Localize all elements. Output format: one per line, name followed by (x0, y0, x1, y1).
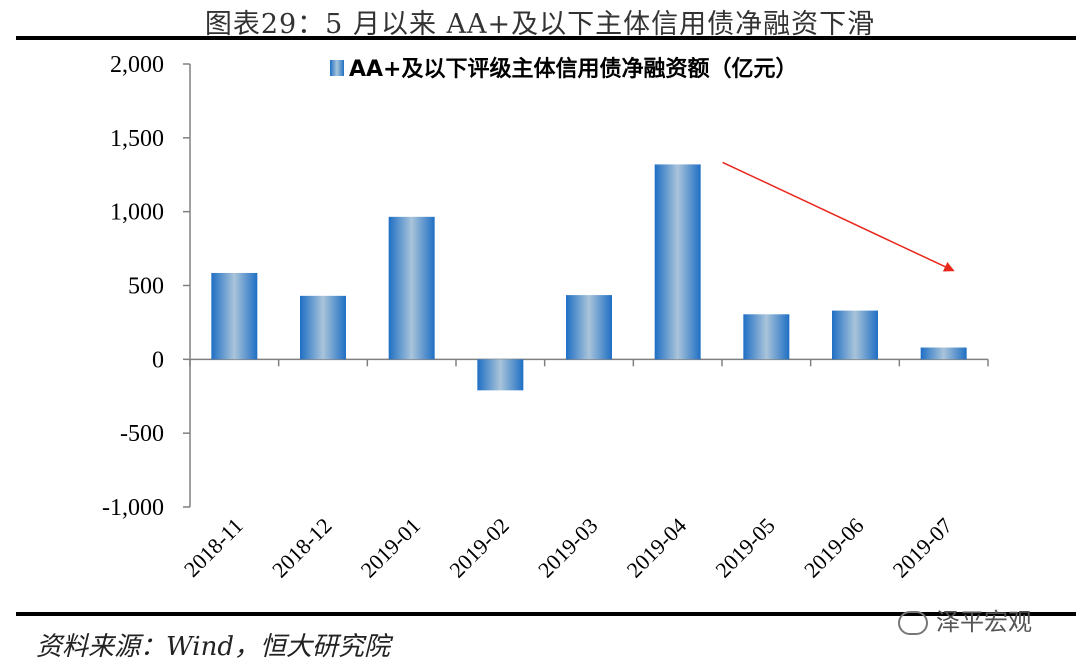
x-tick-label: 2019-02 (444, 513, 514, 583)
x-tick-label: 2019-01 (356, 513, 426, 583)
y-tick-label: 2,000 (110, 52, 164, 78)
bar-chart: -1,000 -500 0 500 1,000 1,500 2,000 2018-11 201… (102, 52, 989, 583)
y-tick-label: 1,000 (110, 200, 164, 226)
x-tick-label: 2019-07 (888, 513, 958, 583)
y-tick-label: 1,500 (110, 126, 164, 152)
y-tick-label: 0 (152, 347, 164, 373)
bar-2019-05 (743, 314, 790, 360)
bar-2019-03 (566, 295, 612, 360)
source-note: 资料来源：Wind，恒大研究院 (36, 632, 390, 662)
x-tick-label: 2019-06 (799, 513, 869, 583)
bar-2019-07 (920, 347, 967, 360)
x-tick-label: 2018-11 (179, 513, 248, 582)
bottom-rule (16, 612, 1076, 616)
figure-title: 图表29：5 月以来 AA+及以下主体信用债净融资下滑 (204, 9, 876, 40)
bar-2018-12 (300, 295, 346, 360)
watermark: 泽平宏观 (898, 602, 1032, 637)
bar-2019-04 (654, 164, 701, 360)
bar-2019-06 (832, 310, 878, 360)
trend-arrow (722, 161, 955, 272)
x-tick-label: 2019-03 (533, 513, 603, 583)
watermark-text: 泽平宏观 (936, 608, 1032, 636)
legend-swatch (330, 60, 344, 76)
bar-2018-11 (211, 272, 258, 360)
top-rule (16, 36, 1076, 40)
x-tick-label: 2019-04 (622, 513, 692, 583)
x-tick-label: 2018-12 (267, 513, 337, 583)
legend-label: AA+及以下评级主体信用债净融资额（亿元） (349, 56, 798, 82)
y-tick-label: -500 (120, 421, 164, 447)
x-tick-label: 2019-05 (710, 513, 780, 583)
y-tick-label: 500 (128, 274, 164, 300)
y-tick-label: -1,000 (102, 495, 164, 521)
wechat-icon (898, 611, 928, 635)
bar-2019-01 (388, 216, 435, 360)
bar-2019-02 (477, 359, 524, 391)
